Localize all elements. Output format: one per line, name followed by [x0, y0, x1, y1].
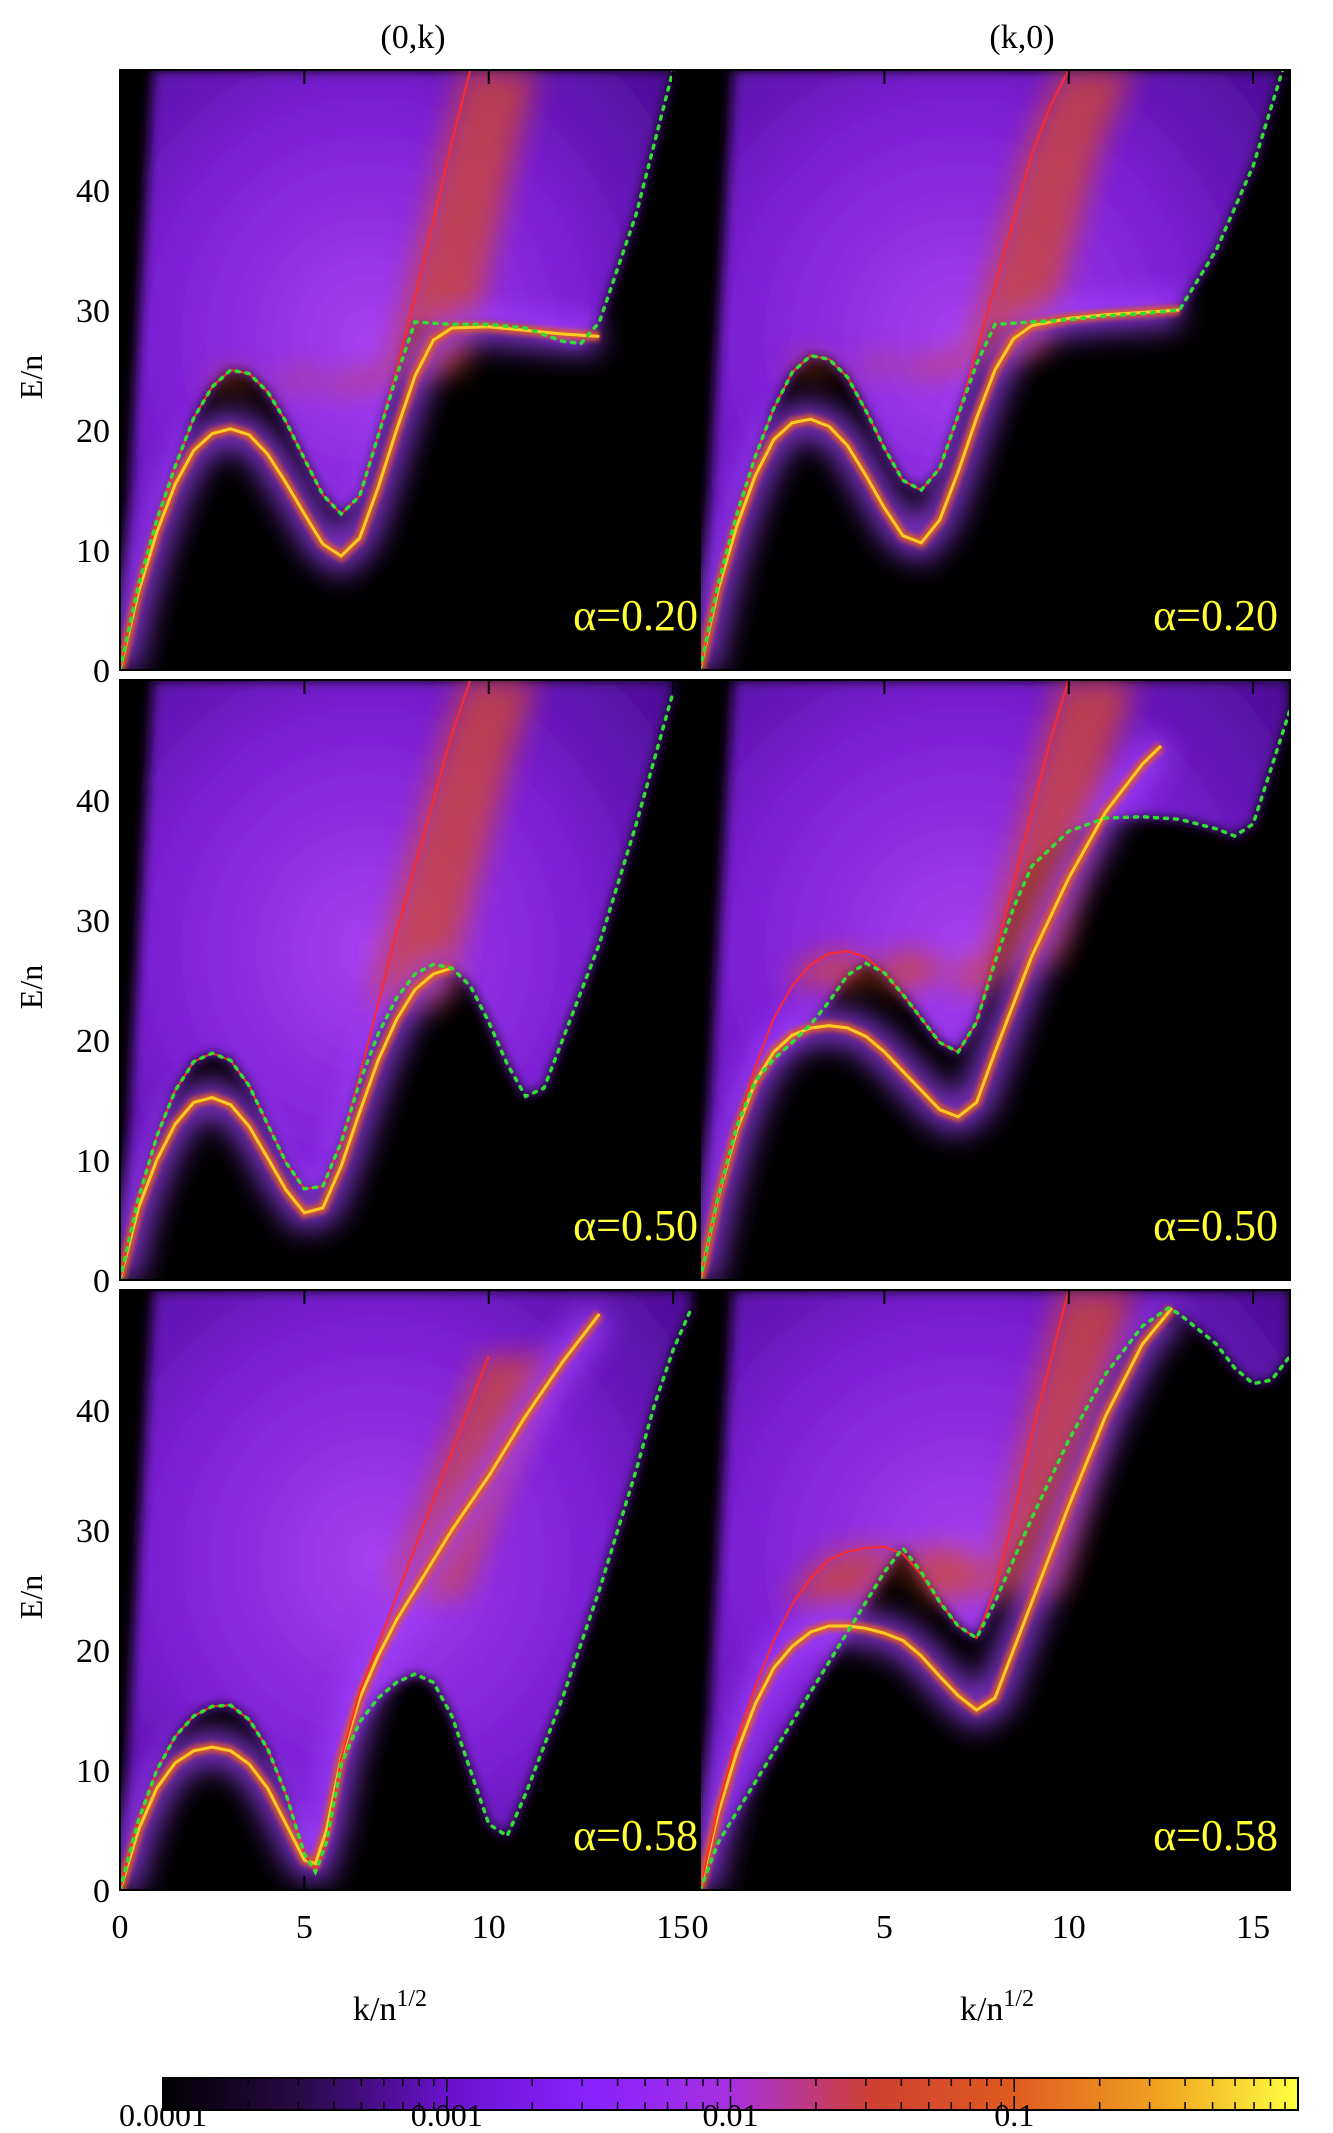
y-tick-label: 40	[76, 1393, 110, 1430]
y-tick-label: 30	[76, 1513, 110, 1550]
panel-5: 0 10 20 30 40 0 5 10 15 α=0.58	[76, 1289, 711, 1946]
alpha-annotation: α=0.20	[1153, 591, 1278, 640]
xlabel-left-text: k/n	[353, 1991, 396, 2028]
ylabel-row3: E/n	[13, 1575, 49, 1619]
x-tick-label: 15	[656, 1909, 690, 1946]
alpha-annotation: α=0.50	[573, 1201, 698, 1250]
colorbar-labels: 0.0001 0.001 0.01 0.1	[119, 2097, 1034, 2133]
colorbar-ticks	[162, 2078, 1286, 2110]
series-line-1	[700, 1307, 1174, 1890]
x-tick-label: 0	[112, 1909, 129, 1946]
alpha-annotation: α=0.58	[573, 1811, 698, 1860]
alpha-annotation: α=0.50	[1153, 1201, 1278, 1250]
spectral-region	[700, 1290, 1290, 1890]
series-line-3	[700, 1305, 1290, 1890]
x-tick-label: 10	[1052, 1909, 1086, 1946]
y-tick-label: 0	[93, 1873, 110, 1910]
y-tick-label: 30	[76, 293, 110, 330]
series-line-2	[700, 1290, 1070, 1890]
series-line-3	[700, 70, 1285, 670]
colorbar-tick-label: 0.01	[703, 2097, 759, 2133]
series-line-3	[700, 708, 1290, 1280]
panel-6: 0 5 10 15 α=0.58	[692, 1289, 1291, 1946]
series-line-3	[120, 690, 675, 1280]
panel-4: α=0.50	[699, 679, 1291, 1281]
panel-frame	[699, 679, 1291, 1281]
y-tick-label: 0	[93, 653, 110, 690]
series-line-1	[700, 308, 1180, 670]
y-tick-label: 0	[93, 1263, 110, 1300]
spectral-region	[120, 680, 675, 1280]
xlabel-left-sup: 1/2	[396, 1986, 427, 2012]
ylabel-row1: E/n	[13, 355, 49, 399]
x-tick-label: 5	[296, 1909, 313, 1946]
y-tick-label: 10	[76, 1753, 110, 1790]
xlabel-right: k/n1/2	[960, 1986, 1034, 2028]
warm-continuum	[784, 70, 1136, 378]
spectral-region	[120, 1290, 694, 1890]
y-tick-label: 40	[76, 173, 110, 210]
panels: 0 10 20 30 40 α=0.20 α=0.20 0 10 20 30 40 α=0.50 α=0.…	[76, 69, 1291, 1946]
column-title-right: (k,0)	[989, 19, 1054, 56]
y-tick-label: 40	[76, 783, 110, 820]
colorbar-tick-label: 0.1	[994, 2097, 1034, 2133]
series-line-3	[120, 1306, 694, 1890]
xlabel-right-sup: 1/2	[1003, 1986, 1034, 2012]
spectral-region	[700, 70, 1285, 670]
series-line-1	[120, 1313, 601, 1890]
colorbar: 0.0001 0.001 0.01 0.1	[119, 2077, 1299, 2133]
panel-1: 0 10 20 30 40 α=0.20	[76, 69, 711, 690]
xlabel-right-text: k/n	[960, 1991, 1003, 2028]
y-tick-label: 20	[76, 1023, 110, 1060]
x-tick-label: 10	[472, 1909, 506, 1946]
panel-2: α=0.20	[699, 69, 1291, 671]
series-line-3	[120, 70, 675, 670]
continuum-band	[700, 680, 1290, 1280]
panel-3: 0 10 20 30 40 α=0.50	[76, 679, 711, 1300]
series-line-1	[700, 744, 1162, 1280]
series-line-1	[120, 325, 600, 670]
y-tick-label: 20	[76, 1633, 110, 1670]
y-tick-label: 20	[76, 413, 110, 450]
colorbar-tick-label: 0.0001	[119, 2097, 207, 2133]
y-tick-label: 30	[76, 903, 110, 940]
x-tick-label: 0	[692, 1909, 709, 1946]
panel-frame	[699, 69, 1291, 671]
alpha-annotation: α=0.20	[573, 591, 698, 640]
y-tick-label: 10	[76, 533, 110, 570]
x-tick-label: 15	[1236, 1909, 1270, 1946]
continuum-band	[700, 70, 1283, 670]
spectral-region	[700, 680, 1290, 1280]
series-line-1	[120, 966, 453, 1280]
panel-frame	[699, 1289, 1291, 1891]
colorbar-tick-label: 0.001	[411, 2097, 483, 2133]
xlabel-left: k/n1/2	[353, 1986, 427, 2028]
x-tick-label: 5	[876, 1909, 893, 1946]
warm-continuum	[370, 680, 537, 1004]
spectral-region	[120, 70, 675, 670]
y-tick-label: 10	[76, 1143, 110, 1180]
ylabel-row2: E/n	[13, 965, 49, 1009]
alpha-annotation: α=0.58	[1153, 1811, 1278, 1860]
column-title-left: (0,k)	[380, 19, 445, 56]
